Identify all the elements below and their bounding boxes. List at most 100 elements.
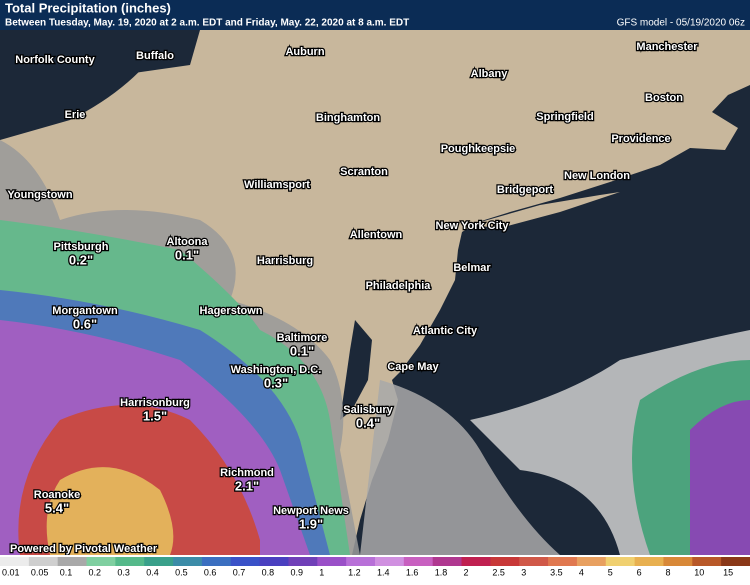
city-name: Belmar bbox=[453, 262, 491, 274]
legend-swatch bbox=[86, 557, 116, 566]
legend-tick-label: 15 bbox=[723, 567, 733, 577]
legend-swatch bbox=[548, 557, 578, 566]
precip-amount: 0.6" bbox=[73, 316, 97, 331]
legend-tick-label: 1.4 bbox=[377, 567, 390, 577]
city-name: Binghamton bbox=[316, 112, 380, 124]
legend-tick-label: 2 bbox=[464, 567, 469, 577]
legend-swatch bbox=[432, 557, 463, 566]
city-name: Harrisonburg bbox=[120, 397, 190, 409]
legend-tick-label: 5 bbox=[608, 567, 613, 577]
city-name: New York City bbox=[436, 220, 510, 232]
legend-swatch bbox=[346, 557, 376, 566]
title: Total Precipitation (inches) bbox=[5, 0, 171, 15]
legend-swatch bbox=[259, 557, 289, 566]
legend-tick-label: 3 bbox=[521, 567, 526, 577]
precip-amount: 0.3" bbox=[264, 375, 288, 390]
legend-tick-label: 1 bbox=[319, 567, 324, 577]
city-name: Providence bbox=[611, 133, 670, 145]
legend-swatch bbox=[173, 557, 203, 566]
legend-swatch bbox=[576, 557, 607, 566]
legend-swatch bbox=[403, 557, 434, 566]
credit: Powered by Pivotal Weather bbox=[10, 543, 158, 555]
legend-tick-label: 0.9 bbox=[290, 567, 303, 577]
city-name: Roanoke bbox=[34, 489, 80, 501]
precip-amount: 0.1" bbox=[175, 247, 199, 262]
city-name: Washington, D.C. bbox=[231, 364, 322, 376]
legend-tick-label: 0.8 bbox=[262, 567, 275, 577]
precip-amount: 1.9" bbox=[299, 516, 323, 531]
city-name: Salisbury bbox=[343, 404, 393, 416]
city-name: Cape May bbox=[387, 361, 439, 373]
city-name: Williamsport bbox=[244, 179, 310, 191]
city-name: Albany bbox=[471, 68, 509, 80]
legend-tick-label: 0.6 bbox=[204, 567, 217, 577]
city-name: Buffalo bbox=[136, 50, 174, 62]
legend-tick-label: 1.2 bbox=[348, 567, 361, 577]
lake-erie bbox=[0, 53, 150, 140]
legend-tick-label: 4 bbox=[579, 567, 584, 577]
city-name: Boston bbox=[645, 92, 683, 104]
legend-swatch bbox=[201, 557, 232, 566]
legend-swatch bbox=[317, 557, 347, 566]
city-name: Morgantown bbox=[52, 305, 118, 317]
legend-swatch bbox=[634, 557, 664, 566]
city-name: Poughkeepsie bbox=[441, 143, 516, 155]
legend-swatch bbox=[144, 557, 174, 566]
city-name: Manchester bbox=[636, 41, 698, 53]
legend-tick-label: 1.8 bbox=[435, 567, 448, 577]
precip-amount: 5.4" bbox=[45, 500, 69, 515]
precip-amount: 0.1" bbox=[290, 343, 314, 358]
legend-tick-label: 0.05 bbox=[31, 567, 49, 577]
city-name: Auburn bbox=[285, 46, 324, 58]
legend-swatch bbox=[461, 557, 491, 566]
legend-swatch bbox=[375, 557, 405, 566]
chesapeake-bay bbox=[340, 320, 372, 420]
legend-tick-label: 0.3 bbox=[117, 567, 130, 577]
city-labels: Norfolk County Buffalo Auburn Manchester Alb… bbox=[6, 40, 699, 533]
legend-tick-label: 6 bbox=[637, 567, 642, 577]
city-name: Allentown bbox=[350, 229, 403, 241]
city-name: Scranton bbox=[340, 166, 388, 178]
legend-tick-label: 0.1 bbox=[60, 567, 73, 577]
legend-tick-label: 8 bbox=[665, 567, 670, 577]
model-info: GFS model - 05/19/2020 06z bbox=[617, 18, 745, 29]
city-name: Youngstown bbox=[7, 189, 72, 201]
legend-swatch bbox=[57, 557, 88, 566]
legend-swatch bbox=[692, 557, 722, 566]
city-name: Newport News bbox=[273, 505, 349, 517]
long-island bbox=[470, 192, 620, 228]
legend-tick-label: 0.2 bbox=[89, 567, 102, 577]
legend-swatch bbox=[663, 557, 693, 566]
city-name: Bridgeport bbox=[497, 184, 554, 196]
city-name: Richmond bbox=[220, 467, 274, 479]
precip-amount: 1.5" bbox=[143, 408, 167, 423]
legend-tick-label: 0.7 bbox=[233, 567, 246, 577]
city-name: Philadelphia bbox=[366, 280, 432, 292]
legend-tick-label: 0.01 bbox=[2, 567, 20, 577]
city-name: Springfield bbox=[536, 111, 593, 123]
legend-tick-label: 2.5 bbox=[492, 567, 505, 577]
city-name: Pittsburgh bbox=[54, 241, 109, 253]
city-name: Altoona bbox=[167, 236, 209, 248]
legend-swatch bbox=[288, 557, 318, 566]
legend-swatch bbox=[721, 557, 750, 566]
legend-swatch bbox=[0, 557, 30, 566]
legend-tick-label: 0.5 bbox=[175, 567, 188, 577]
legend-tick-label: 1.6 bbox=[406, 567, 419, 577]
legend: 0.01 0.05 0.1 0.2 0.3 0.4 0.5 0.6 0.7 0.8 0.9 1 1.2 1… bbox=[0, 557, 750, 577]
precip-amount: 2.1" bbox=[235, 478, 259, 493]
legend-swatch bbox=[230, 557, 261, 566]
legend-swatch bbox=[490, 557, 520, 566]
lake-ontario bbox=[0, 30, 200, 75]
legend-swatch bbox=[28, 557, 59, 566]
precip-amount: 0.2" bbox=[69, 252, 93, 267]
city-name: Hagerstown bbox=[200, 305, 263, 317]
precipitation bbox=[0, 140, 750, 555]
legend-swatch bbox=[519, 557, 549, 566]
city-name: Harrisburg bbox=[257, 255, 313, 267]
legend-swatch bbox=[115, 557, 145, 566]
city-name: Baltimore bbox=[277, 332, 328, 344]
city-name: Atlantic City bbox=[413, 325, 478, 337]
legend-tick-label: 10 bbox=[694, 567, 704, 577]
